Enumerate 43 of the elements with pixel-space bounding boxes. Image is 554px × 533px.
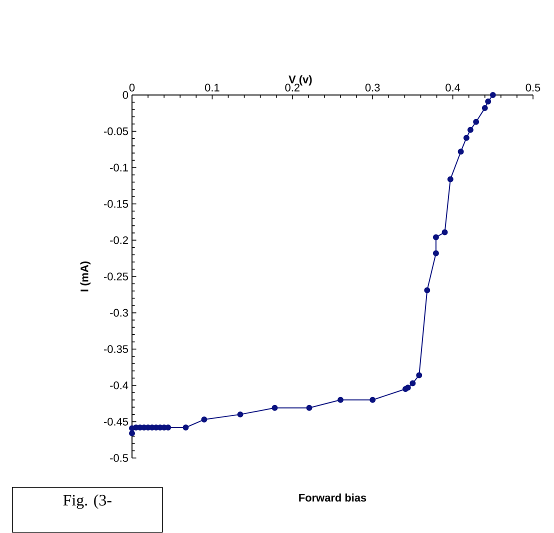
point [410, 380, 416, 386]
point [404, 384, 411, 391]
x-tick-label: 0.2 [285, 84, 300, 92]
y-tick-label: -0.3 [110, 309, 128, 317]
y-tick-label: -0.5 [110, 454, 128, 462]
text: Forward bias [299, 494, 366, 502]
point [338, 397, 344, 404]
point [447, 176, 454, 182]
point [467, 126, 474, 133]
point [416, 372, 422, 378]
x-tick-label: 0 [129, 84, 135, 92]
point [458, 148, 464, 155]
point [432, 250, 439, 256]
point [463, 134, 470, 141]
y-tick-label: -0.25 [104, 272, 128, 280]
point [432, 234, 439, 240]
point [370, 397, 376, 404]
text: Fig. (3- [63, 494, 112, 509]
point [182, 424, 189, 431]
point [482, 105, 488, 112]
point [201, 416, 208, 423]
point [485, 98, 492, 105]
x-tick-label: 0.5 [526, 84, 540, 92]
x-tick-label: 0.4 [446, 84, 460, 92]
y-tick-label: -0.45 [104, 418, 128, 426]
y-tick-label: -0.05 [104, 128, 128, 136]
point [473, 118, 480, 125]
point [490, 92, 496, 98]
x-tick-label: 0.3 [365, 84, 380, 92]
point [129, 430, 136, 436]
point [442, 229, 448, 236]
point [272, 404, 278, 411]
y-tick-label: -0.35 [104, 345, 128, 354]
y-tick-label: -0.15 [104, 200, 128, 208]
y-tick-label: 0 [122, 91, 128, 99]
point [424, 287, 430, 294]
point [306, 404, 312, 411]
y-tick-label: -0.4 [110, 382, 128, 390]
x-tick-label: 0.1 [205, 84, 220, 92]
y-tick-label: -0.1 [110, 164, 128, 172]
y-tick-label: -0.2 [110, 236, 128, 244]
y-axis-title: I (mA) [80, 262, 90, 292]
point [237, 412, 244, 418]
